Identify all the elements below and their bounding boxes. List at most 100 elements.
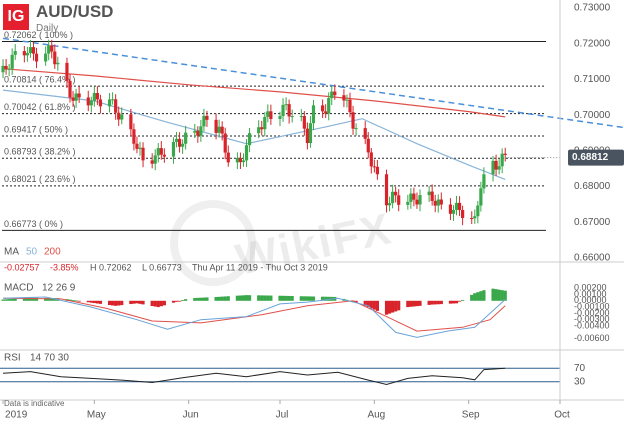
candle-body <box>333 91 337 96</box>
x-tick-label: 2019 <box>5 410 28 421</box>
macd-histogram-bar <box>129 300 133 305</box>
main-panel: 0.72062 ( 100% ) 0.70814 ( 76.4% ) 0.70042… <box>1 30 624 231</box>
candle-body <box>68 80 72 98</box>
candle-body <box>269 111 273 119</box>
macd-histogram-bar <box>223 296 227 301</box>
macd-histogram-bar <box>406 300 410 308</box>
candle-body <box>50 45 54 52</box>
candle-body <box>397 195 401 205</box>
timeframe-label[interactable]: Daily <box>36 23 59 34</box>
rsi-line <box>2 367 506 386</box>
candle-body <box>491 160 495 175</box>
candle-body <box>202 115 206 127</box>
macd-histogram-bar <box>98 300 103 304</box>
candle-body <box>369 152 373 167</box>
disclaimer: Data is indicative <box>4 399 65 408</box>
candle-body <box>457 202 462 211</box>
candle-body <box>436 199 440 206</box>
macd-histogram-bar <box>415 300 419 307</box>
macd-histogram-bar <box>451 300 456 304</box>
candle-body <box>476 205 480 217</box>
ma-legend-title: MA <box>4 247 19 258</box>
macd-histogram-bar <box>494 289 498 301</box>
macd-histogram-bar <box>363 300 367 306</box>
candle-body <box>65 62 69 81</box>
macd-histogram-bar <box>260 295 264 301</box>
x-tick-label: May <box>87 410 106 421</box>
candle-body <box>235 158 239 163</box>
macd-histogram-bar <box>202 297 206 301</box>
candle-body <box>13 51 17 55</box>
macd-histogram-bar <box>196 297 200 301</box>
macd-tick-label: -0.00100 <box>574 301 610 311</box>
candle-body <box>308 123 313 143</box>
macd-histogram-bar <box>244 295 249 301</box>
x-tick-label: Jul <box>276 410 289 421</box>
macd-histogram-bar <box>138 300 142 304</box>
candle-body <box>135 143 139 149</box>
macd-histogram-bar <box>394 300 398 312</box>
candle-body <box>324 111 328 114</box>
macd-histogram-bar <box>156 300 160 308</box>
candle-body <box>138 147 142 149</box>
candle-body <box>129 114 133 130</box>
macd-histogram-bar <box>135 300 139 304</box>
macd-histogram-bar <box>500 290 504 301</box>
candle-body <box>53 51 57 65</box>
macd-histogram-bar <box>1 299 5 301</box>
candle-body <box>427 191 431 196</box>
candle-body <box>412 193 416 200</box>
candle-body <box>10 54 14 69</box>
macd-histogram-bar <box>302 296 306 301</box>
macd-histogram-bar <box>299 296 303 301</box>
candle-body <box>384 174 389 206</box>
candle-body <box>98 99 103 107</box>
macd-histogram-bar <box>278 295 282 301</box>
macd-histogram-bar <box>86 300 90 303</box>
macd-histogram-bar <box>503 290 507 301</box>
candle-body <box>159 148 163 155</box>
macd-histogram-bar <box>436 300 440 305</box>
candle-body <box>4 65 8 70</box>
candle-body <box>174 138 179 142</box>
macd-histogram-bar <box>235 295 239 301</box>
x-tick-label: Jun <box>183 410 199 421</box>
macd-tick-label: -0.00600 <box>574 333 610 343</box>
macd-tick-label: -0.00400 <box>574 320 610 330</box>
candle-body <box>25 53 29 56</box>
last-price-tag <box>568 149 624 166</box>
candle-body <box>305 128 309 143</box>
macd-histogram-bar <box>34 297 39 301</box>
symbol-title: AUD/USD <box>36 2 114 21</box>
macd-histogram-bar <box>71 300 75 301</box>
candle-body <box>266 111 270 117</box>
macd-histogram-bar <box>120 300 124 306</box>
macd-histogram-bar <box>290 296 294 301</box>
candle-body <box>214 119 218 133</box>
macd-tick-label: -0.00300 <box>574 314 610 324</box>
candle-body <box>448 204 453 214</box>
last-price-label: 0.68812 <box>572 152 609 163</box>
candle-body <box>199 126 203 136</box>
macd-histogram-bar <box>479 291 483 301</box>
macd-histogram-bar <box>193 297 197 301</box>
price-tick-label: 0.70000 <box>574 110 611 121</box>
candle-body <box>278 116 282 119</box>
x-tick-label: Oct <box>554 410 570 421</box>
candle-body <box>114 99 118 113</box>
candle-body <box>454 202 459 210</box>
candle-body <box>363 128 367 139</box>
ma50-line <box>2 89 506 180</box>
macd-histogram-bar <box>150 300 154 307</box>
macd-histogram-bar <box>10 298 14 301</box>
macd-histogram-bar <box>50 298 54 301</box>
candle-body <box>238 158 243 163</box>
candle-body <box>47 45 51 54</box>
macd-tick-label: 0.00000 <box>574 295 607 305</box>
fib-label: 0.66773 ( 0% ) <box>4 219 63 229</box>
price-tick-label: 0.66000 <box>574 253 611 264</box>
macd-histogram-bar <box>287 295 291 301</box>
candle-body <box>342 95 346 101</box>
